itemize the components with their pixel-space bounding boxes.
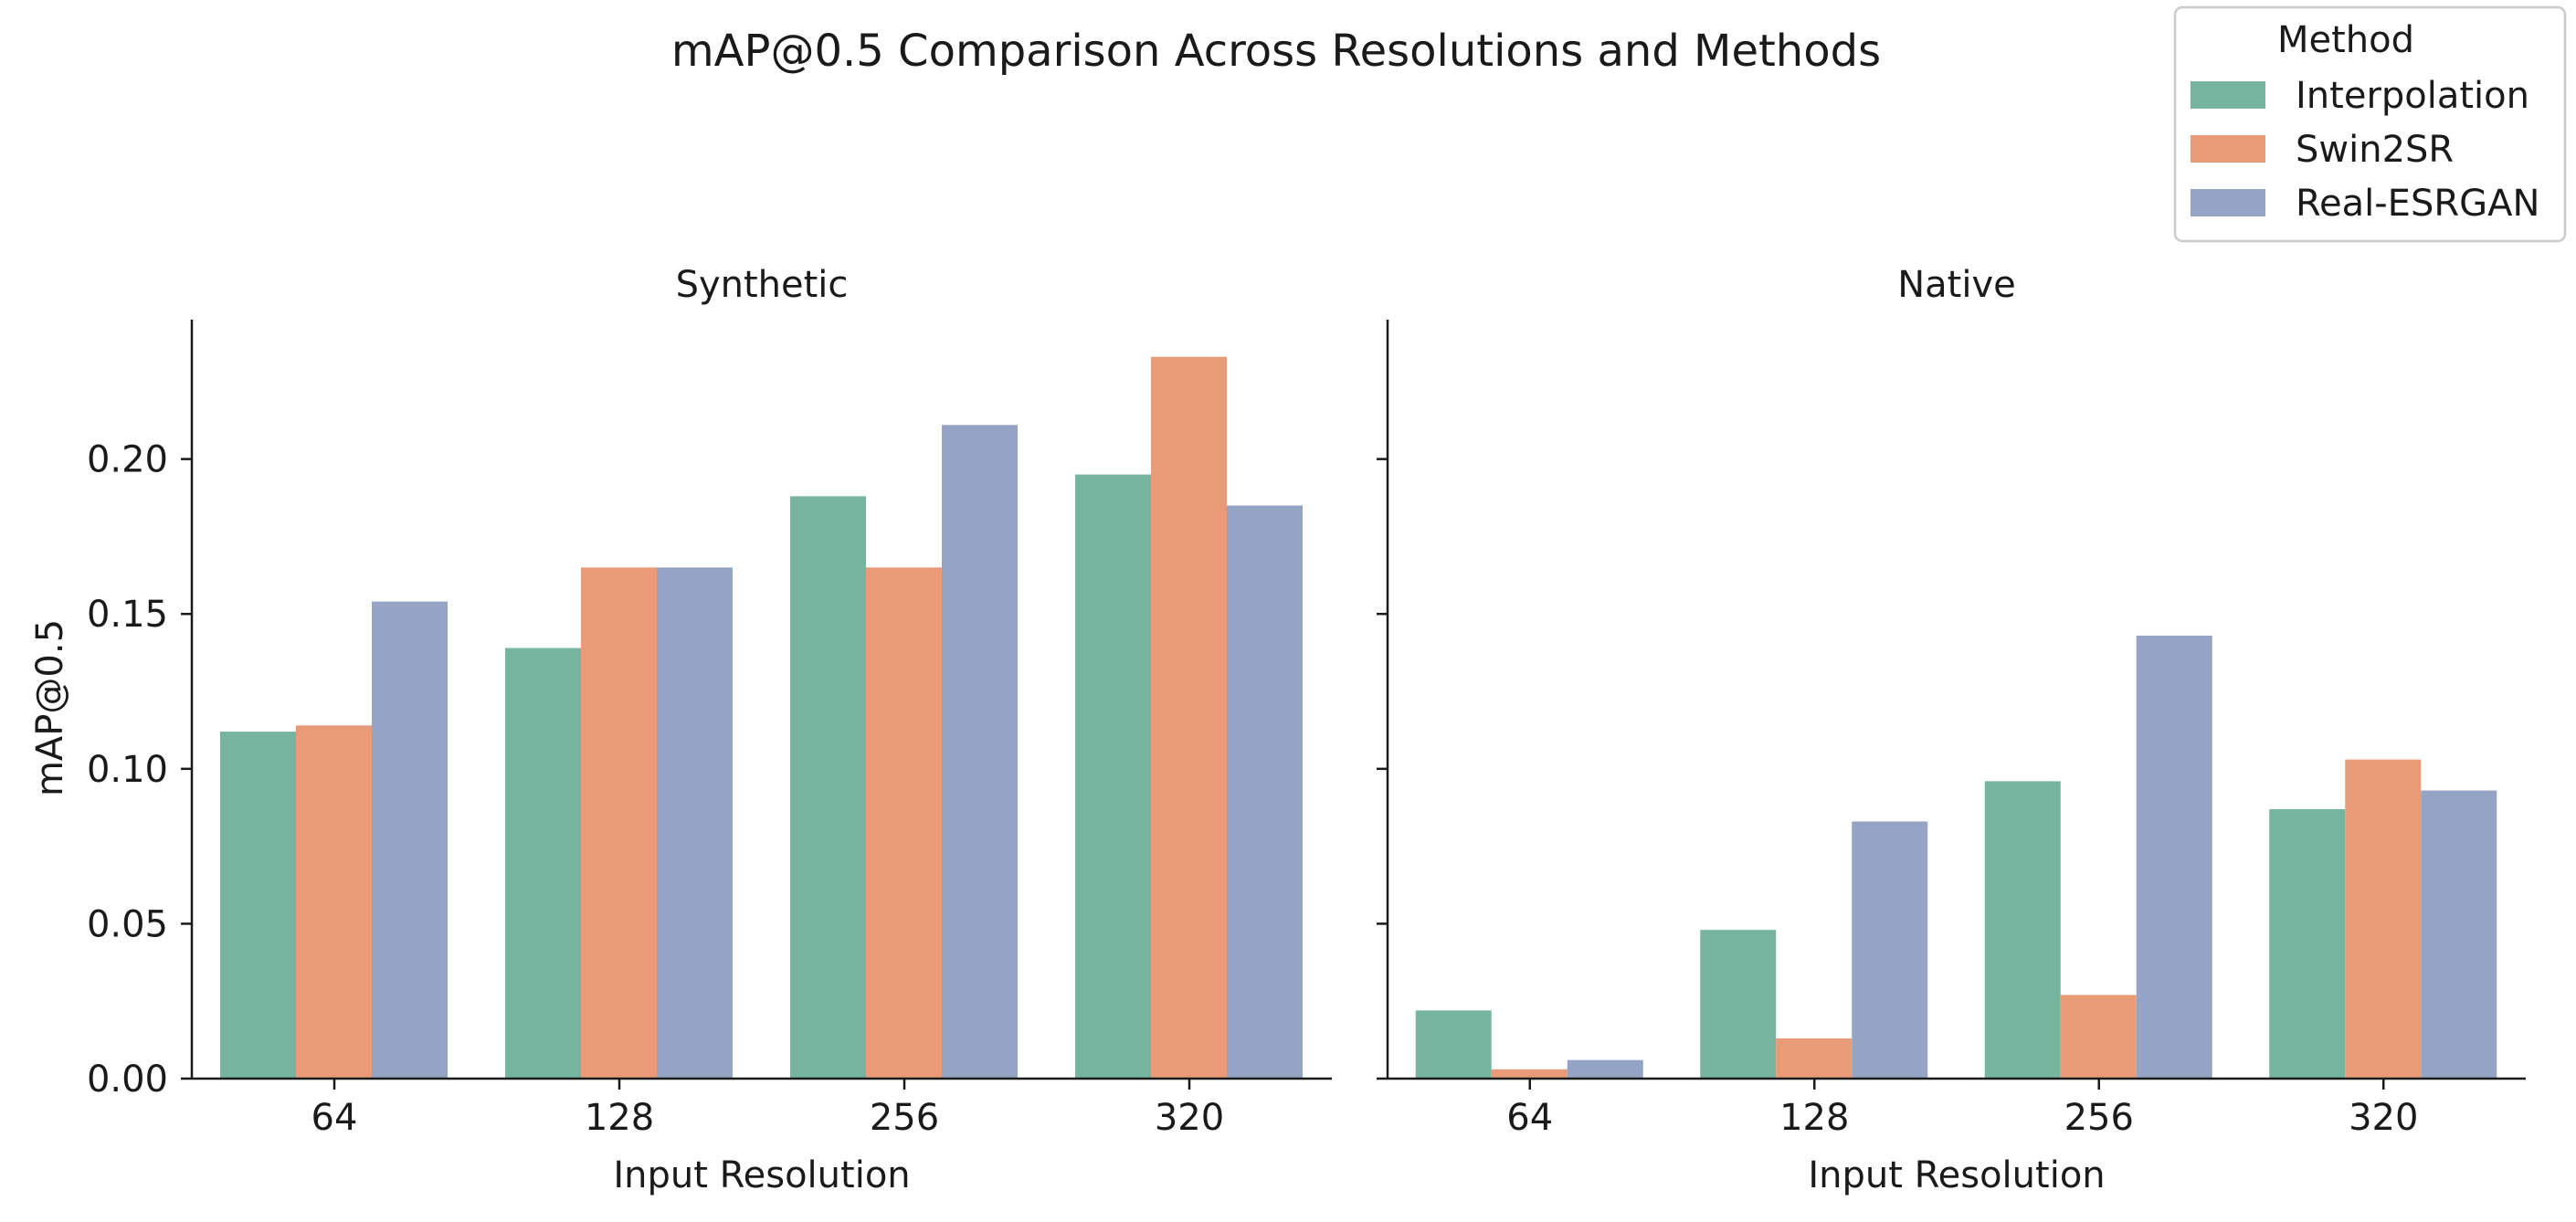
chart-title: mAP@0.5 Comparison Across Resolutions an…	[671, 26, 1881, 77]
x-tick-label: 320	[1155, 1097, 1224, 1139]
y-tick-label: 0.15	[87, 594, 168, 636]
bar	[2136, 635, 2212, 1079]
bar	[1984, 781, 2061, 1079]
x-tick-label: 320	[2349, 1097, 2418, 1139]
x-tick-label: 256	[870, 1097, 939, 1139]
legend-title: Method	[2277, 19, 2414, 61]
panel-title: Native	[1897, 264, 2016, 306]
bar	[581, 567, 657, 1079]
legend-label: Interpolation	[2296, 75, 2529, 117]
x-axis-label: Input Resolution	[613, 1154, 910, 1196]
bar	[505, 648, 581, 1079]
legend-frame	[2173, 5, 2567, 243]
bar	[790, 496, 866, 1079]
bar	[2269, 808, 2346, 1079]
legend-label: Real-ESRGAN	[2296, 183, 2539, 225]
bar	[296, 725, 372, 1079]
panel-title: Synthetic	[676, 264, 849, 306]
y-tick-label: 0.10	[87, 749, 168, 791]
y-axis-label: mAP@0.5	[29, 619, 71, 796]
bar	[372, 601, 448, 1079]
y-tick-label: 0.20	[87, 439, 168, 481]
bar	[2060, 995, 2137, 1079]
legend-swatch	[2191, 189, 2265, 216]
legend-item[interactable]: Interpolation	[2191, 75, 2529, 117]
panel-native: Native 64 128 256 320 Input Resolution	[1377, 264, 2526, 1196]
x-tick-label: 256	[2064, 1097, 2134, 1139]
bar	[2421, 790, 2497, 1079]
legend-label: Swin2SR	[2296, 129, 2454, 171]
legend[interactable]: Method Interpolation Swin2SR Real-ESRGAN	[2173, 5, 2567, 243]
bar	[1075, 474, 1151, 1079]
bar	[1567, 1059, 1643, 1079]
bar	[866, 567, 942, 1079]
bar	[1227, 505, 1303, 1079]
bar	[1700, 930, 1777, 1079]
bar	[1852, 821, 1928, 1079]
bar	[220, 732, 296, 1079]
bar	[1151, 356, 1227, 1079]
legend-swatch	[2191, 135, 2265, 163]
x-tick-label: 64	[1506, 1097, 1553, 1139]
panel-synthetic: Synthetic 64 128 256 320 0.00 0.05 0.10 0.15 0.20…	[87, 264, 1332, 1196]
bar	[1776, 1038, 1853, 1079]
x-axis-label: Input Resolution	[1808, 1154, 2105, 1196]
legend-swatch	[2191, 81, 2265, 109]
y-tick-label: 0.00	[87, 1059, 168, 1101]
x-tick-label: 128	[1779, 1097, 1849, 1139]
legend-item[interactable]: Swin2SR	[2191, 129, 2454, 171]
bar	[942, 425, 1018, 1079]
bar	[1491, 1069, 1568, 1079]
x-tick-label: 64	[311, 1097, 358, 1139]
x-tick-label: 128	[585, 1097, 654, 1139]
bar	[657, 567, 733, 1079]
y-tick-label: 0.05	[87, 903, 168, 945]
legend-item[interactable]: Real-ESRGAN	[2191, 183, 2539, 225]
bar	[1415, 1010, 1492, 1079]
bar	[2345, 759, 2422, 1079]
chart-panels: Synthetic 64 128 256 320 0.00 0.05 0.10 0.15 0.20…	[87, 264, 2526, 1196]
